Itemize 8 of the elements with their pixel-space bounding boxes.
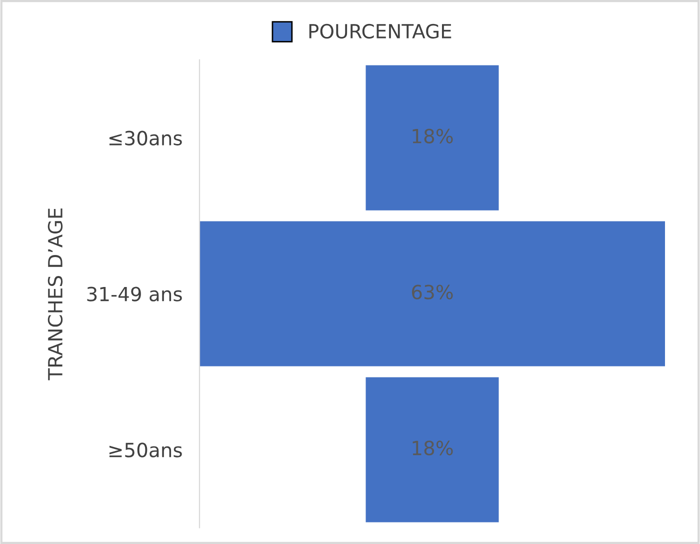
data-label: 18%	[412, 128, 453, 144]
legend-label: POURCENTAGE	[309, 24, 452, 39]
data-label: 18%	[412, 440, 453, 456]
category-label: 31-49 ans	[87, 286, 182, 302]
text: TRANCHES D’AGE	[48, 208, 63, 380]
category-label: ≥50ans	[109, 442, 182, 458]
category-label: ≤30ans	[109, 130, 182, 146]
data-label: 63%	[412, 284, 453, 300]
